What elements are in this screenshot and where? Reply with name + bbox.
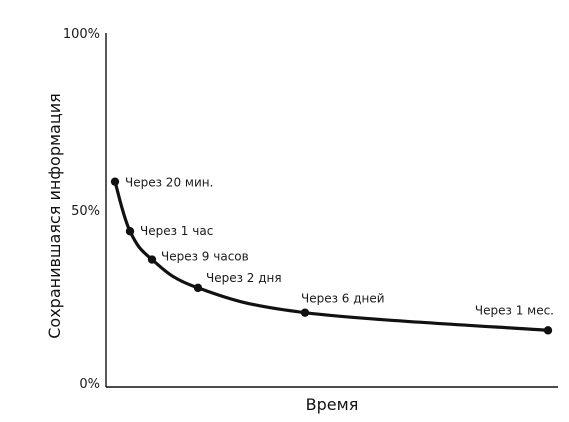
data-points — [110, 177, 553, 335]
data-point — [193, 283, 203, 293]
data-point — [147, 255, 157, 264]
data-point — [110, 177, 120, 186]
y-tick-labels: 0% 50% 100% — [63, 27, 100, 392]
data-point — [300, 308, 310, 317]
axes — [105, 33, 558, 388]
y-tick-label: 0% — [79, 377, 100, 392]
data-point-label: Через 20 мин. — [125, 176, 213, 190]
data-point — [125, 227, 135, 236]
y-axis-title: Сохранившаяся информация — [45, 93, 64, 339]
point-labels: Через 20 мин. Через 1 час Через 9 часов Чер… — [125, 176, 554, 318]
y-tick-label: 100% — [63, 27, 100, 42]
x-axis-title: Время — [306, 395, 359, 414]
y-tick-label: 50% — [71, 204, 100, 219]
data-point-label: Через 2 дня — [206, 271, 282, 285]
data-point-label: Через 1 мес. — [475, 303, 554, 317]
data-point-label: Через 9 часов — [161, 250, 249, 264]
data-point-label: Через 6 дней — [301, 292, 385, 306]
data-point-label: Через 1 час — [140, 224, 213, 238]
data-point — [543, 326, 553, 335]
